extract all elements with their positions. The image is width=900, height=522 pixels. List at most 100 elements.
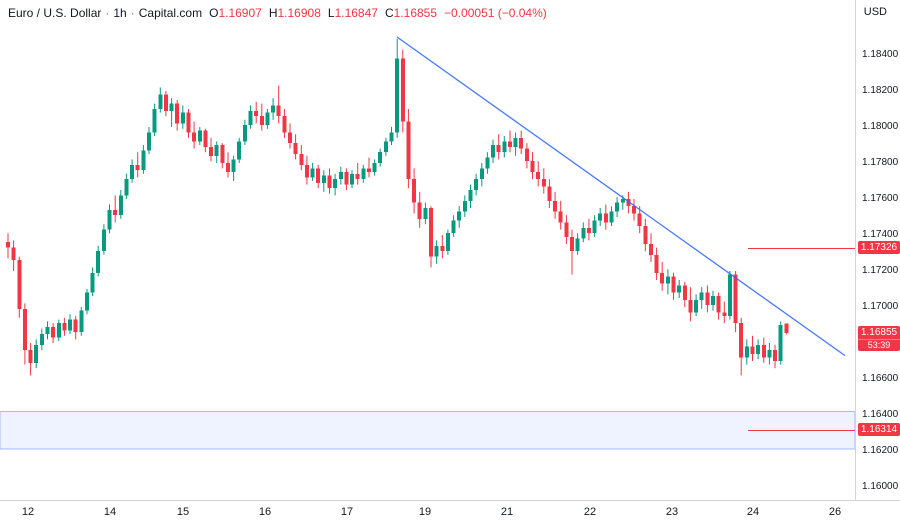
- last-price-badge: 1.16855 53:39: [858, 326, 900, 352]
- candle-body: [135, 164, 140, 171]
- candle-body: [186, 112, 191, 133]
- candle-body: [361, 168, 366, 180]
- candle-body: [378, 152, 383, 163]
- candle-body: [85, 292, 89, 311]
- candle-body: [722, 312, 727, 316]
- price-tick-label: 1.17400: [862, 229, 899, 240]
- candle-body: [192, 132, 197, 142]
- candle-body: [209, 146, 213, 156]
- time-tick-label: 22: [583, 506, 597, 518]
- time-axis[interactable]: 12 14 15 16 17 19 21 22 23 24 26: [0, 500, 900, 522]
- candle-body: [271, 105, 276, 113]
- candle-body: [163, 94, 168, 111]
- candle-body: [468, 190, 473, 201]
- symbol-title[interactable]: Euro / U.S. Dollar: [8, 6, 102, 20]
- candle-body: [649, 244, 653, 255]
- low-value: 1.16847: [334, 6, 378, 20]
- close-label: C: [384, 6, 394, 20]
- candle-body: [603, 213, 608, 223]
- candle-body: [152, 109, 157, 133]
- interval-label[interactable]: 1h: [113, 6, 127, 20]
- open-value: 1.16907: [218, 6, 262, 20]
- candle-body: [767, 350, 772, 358]
- candle-body: [118, 195, 123, 216]
- candle-body: [778, 325, 783, 361]
- candle-body: [457, 211, 462, 221]
- candle-body: [688, 299, 693, 313]
- time-tick-label: 17: [340, 506, 354, 518]
- candle-body: [524, 148, 529, 162]
- price-tick-label: 1.16600: [862, 373, 899, 384]
- candle-body: [304, 164, 309, 178]
- price-level-badge: 1.16314: [858, 423, 900, 437]
- low-label: L: [327, 6, 335, 20]
- time-tick-label: 21: [500, 506, 514, 518]
- candle-body: [321, 175, 326, 183]
- candle-body: [327, 175, 332, 189]
- candle-body: [180, 112, 185, 124]
- high-value: 1.16908: [277, 6, 321, 20]
- candle-body: [586, 227, 591, 234]
- trendline[interactable]: [396, 36, 846, 357]
- price-tick-label: 1.18200: [862, 85, 899, 96]
- candle-body: [107, 209, 112, 230]
- candle-body: [637, 213, 642, 226]
- candle-body: [158, 94, 163, 109]
- candle-body: [299, 154, 304, 165]
- chart-legend: Euro / U.S. Dollar · 1h · Capital.com O1.1690…: [8, 6, 547, 20]
- candle-body: [293, 143, 298, 154]
- candle-body: [598, 213, 603, 221]
- candle-body: [570, 236, 574, 252]
- price-axis[interactable]: 1.18400 1.18200 1.18000 1.17800 1.17600 1.174…: [855, 0, 900, 500]
- candle-body: [17, 260, 22, 309]
- candle-body: [214, 145, 219, 156]
- candle-body: [237, 141, 242, 160]
- candle-body: [519, 137, 524, 149]
- candle-body: [451, 220, 456, 234]
- candle-body: [412, 179, 417, 203]
- change-value: −0.00051 (−0.04%): [444, 6, 547, 20]
- candle-body: [220, 145, 225, 163]
- candle-body: [491, 145, 495, 158]
- price-tick-label: 1.17000: [862, 301, 899, 312]
- candle-body: [310, 168, 315, 178]
- candle-body: [417, 202, 422, 219]
- last-price-value: 1.16855: [860, 327, 898, 339]
- time-tick-label: 19: [418, 506, 432, 518]
- candle-body: [773, 350, 777, 361]
- candle-body: [338, 172, 343, 180]
- candle-body: [705, 292, 710, 306]
- candle-body: [479, 168, 484, 180]
- zone-band[interactable]: [0, 410, 856, 450]
- high-label: H: [268, 6, 278, 20]
- candle-body: [445, 233, 450, 252]
- candle-body: [350, 173, 354, 185]
- candle-body: [502, 141, 507, 153]
- candle-body: [462, 200, 467, 212]
- candle-body: [56, 323, 61, 338]
- close-value: 1.16855: [393, 6, 438, 20]
- candle-body: [147, 132, 151, 151]
- exchange-label[interactable]: Capital.com: [138, 6, 203, 20]
- candle-body: [508, 141, 512, 147]
- candle-body: [62, 323, 67, 331]
- candle-body: [113, 209, 118, 216]
- currency-toggle[interactable]: USD: [863, 6, 887, 18]
- candle-body: [367, 168, 371, 172]
- price-tick-label: 1.16000: [862, 481, 899, 492]
- bar-countdown: 53:39: [858, 339, 900, 351]
- candle-body: [400, 58, 405, 122]
- candle-body: [716, 296, 721, 313]
- candle-body: [496, 145, 501, 153]
- candle-body: [316, 168, 321, 183]
- candle-body: [711, 296, 715, 306]
- time-tick-label: 16: [258, 506, 272, 518]
- candle-body: [130, 164, 135, 180]
- candle-body: [440, 245, 445, 252]
- price-tick-label: 1.16400: [862, 409, 899, 420]
- price-level-badge: 1.17326: [858, 241, 900, 255]
- candle-body: [694, 299, 699, 313]
- candle-body: [355, 173, 360, 180]
- candle-body: [733, 274, 738, 324]
